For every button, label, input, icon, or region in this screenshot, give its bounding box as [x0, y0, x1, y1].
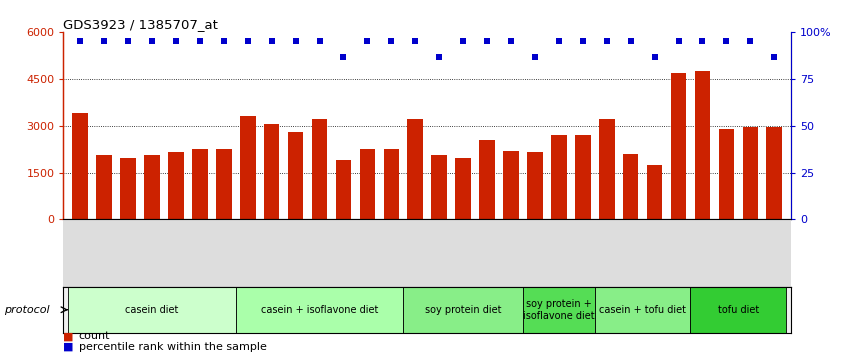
- Bar: [431, 155, 447, 219]
- Text: GDS3923 / 1385707_at: GDS3923 / 1385707_at: [63, 18, 218, 31]
- Point: [481, 39, 494, 44]
- Point: [360, 39, 374, 44]
- Bar: [120, 158, 136, 219]
- Text: casein + tofu diet: casein + tofu diet: [599, 305, 686, 315]
- Bar: [360, 149, 375, 219]
- Point: [624, 39, 637, 44]
- Point: [409, 39, 422, 44]
- Bar: [575, 135, 591, 219]
- Point: [720, 39, 733, 44]
- Point: [672, 39, 685, 44]
- Text: percentile rank within the sample: percentile rank within the sample: [79, 342, 266, 352]
- Point: [146, 39, 159, 44]
- Point: [169, 39, 183, 44]
- Bar: [73, 113, 88, 219]
- Point: [744, 39, 757, 44]
- Point: [217, 39, 231, 44]
- Text: ■: ■: [63, 342, 74, 352]
- Text: casein diet: casein diet: [125, 305, 179, 315]
- Point: [576, 39, 590, 44]
- Text: count: count: [79, 331, 110, 341]
- Bar: [236, 287, 404, 333]
- Bar: [264, 124, 279, 219]
- Bar: [623, 154, 639, 219]
- Bar: [527, 152, 542, 219]
- Text: casein + isoflavone diet: casein + isoflavone diet: [261, 305, 378, 315]
- Bar: [168, 152, 184, 219]
- Bar: [766, 127, 782, 219]
- Bar: [96, 155, 112, 219]
- Text: tofu diet: tofu diet: [717, 305, 759, 315]
- Bar: [192, 149, 207, 219]
- Text: soy protein +
isoflavone diet: soy protein + isoflavone diet: [523, 299, 595, 321]
- Point: [648, 54, 662, 60]
- Point: [97, 39, 111, 44]
- Bar: [647, 165, 662, 219]
- Point: [385, 39, 398, 44]
- Bar: [503, 151, 519, 219]
- Bar: [523, 287, 595, 333]
- Bar: [599, 119, 614, 219]
- Point: [337, 54, 350, 60]
- Bar: [695, 71, 711, 219]
- Bar: [551, 135, 567, 219]
- Point: [528, 54, 541, 60]
- Bar: [408, 119, 423, 219]
- Bar: [288, 132, 304, 219]
- Point: [121, 39, 135, 44]
- Bar: [312, 119, 327, 219]
- Bar: [595, 287, 690, 333]
- Point: [241, 39, 255, 44]
- Bar: [671, 73, 686, 219]
- Bar: [690, 287, 786, 333]
- Point: [695, 39, 709, 44]
- Point: [504, 39, 518, 44]
- Bar: [216, 149, 232, 219]
- Text: ■: ■: [63, 331, 74, 341]
- Point: [265, 39, 278, 44]
- Point: [552, 39, 566, 44]
- Bar: [404, 287, 523, 333]
- Bar: [480, 140, 495, 219]
- Point: [288, 39, 302, 44]
- Point: [456, 39, 470, 44]
- Text: soy protein diet: soy protein diet: [425, 305, 502, 315]
- Point: [193, 39, 206, 44]
- Bar: [718, 129, 734, 219]
- Bar: [144, 155, 160, 219]
- Point: [313, 39, 327, 44]
- Bar: [383, 149, 399, 219]
- Bar: [336, 160, 351, 219]
- Bar: [455, 158, 471, 219]
- Text: protocol: protocol: [4, 305, 50, 315]
- Point: [600, 39, 613, 44]
- Point: [432, 54, 446, 60]
- Bar: [743, 127, 758, 219]
- Bar: [69, 287, 236, 333]
- Point: [767, 54, 781, 60]
- Bar: [240, 116, 255, 219]
- Point: [74, 39, 87, 44]
